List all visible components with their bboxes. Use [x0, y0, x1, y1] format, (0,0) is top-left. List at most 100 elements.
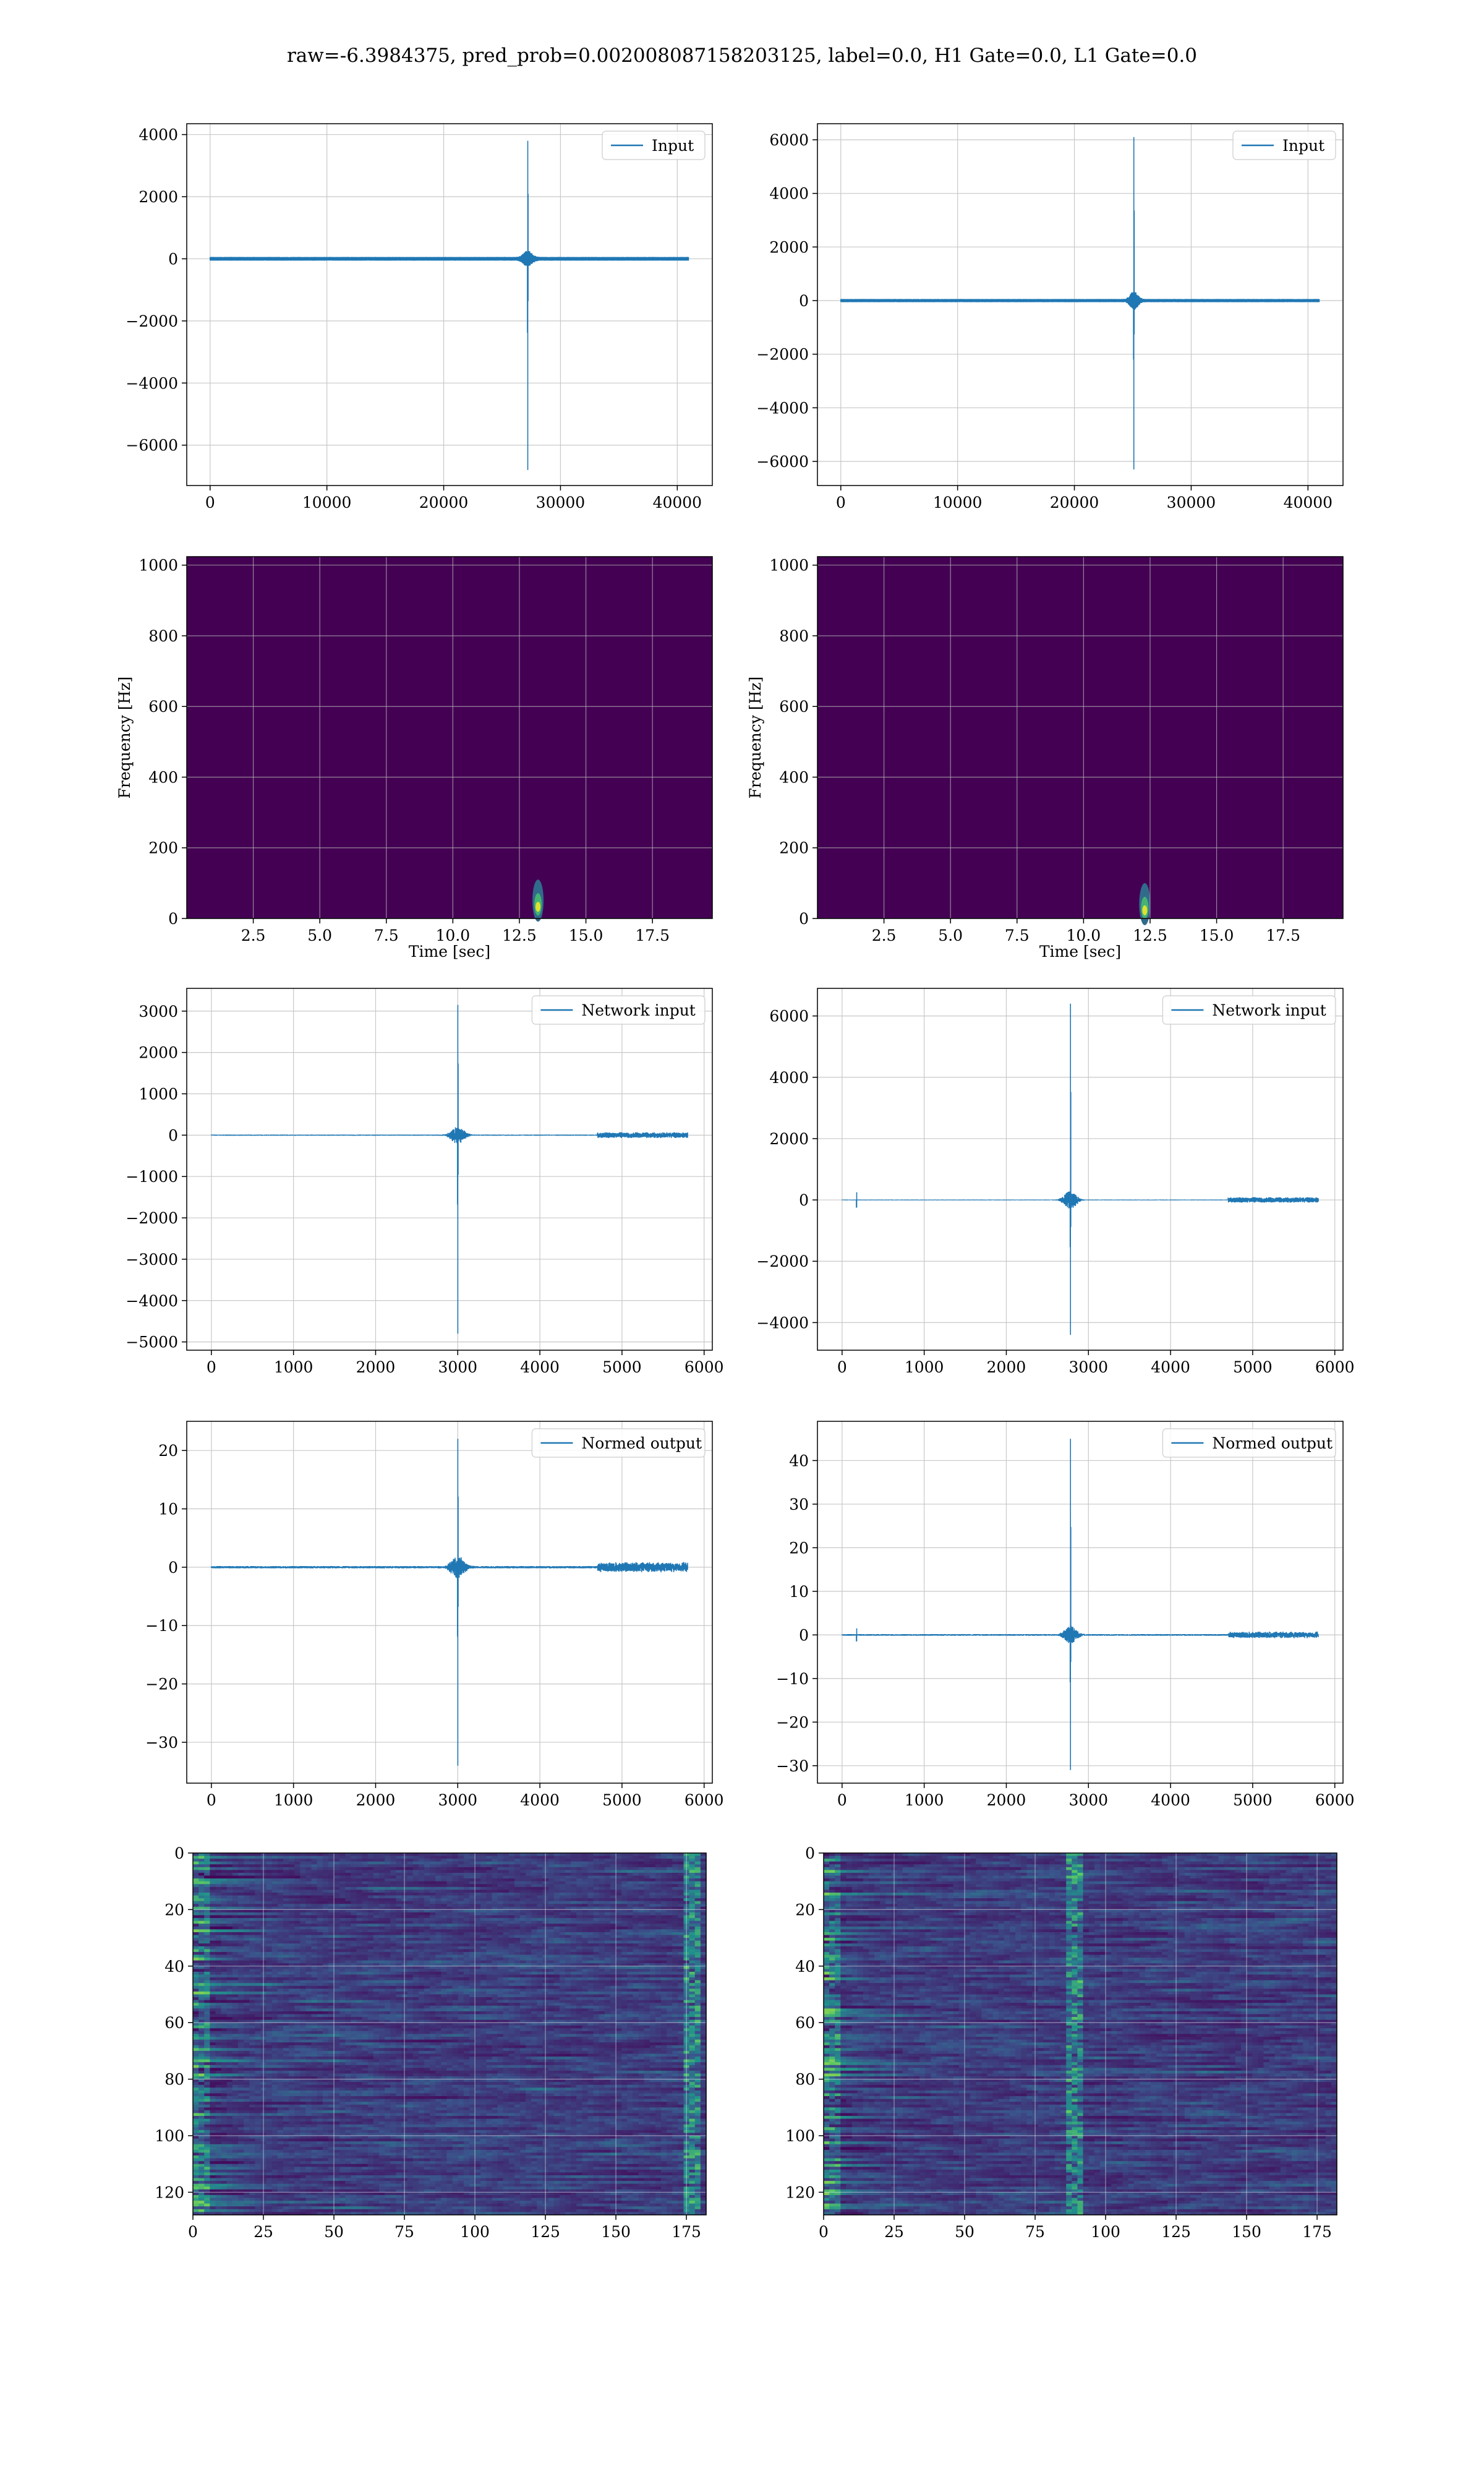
y-tick-label: 0	[799, 1191, 809, 1209]
chart-netin-h1: 0 1000 2000 3000 4000 5000 6000−5000−4000−3000…	[126, 988, 723, 1376]
y-tick-label: −4000	[756, 399, 809, 417]
y-tick-label: 200	[148, 839, 178, 857]
y-tick-label: 0	[168, 1559, 178, 1577]
y-tick-label: 120	[785, 2183, 815, 2201]
x-tick-label: 5.0	[938, 927, 963, 944]
x-tick-label: 7.5	[374, 927, 399, 944]
feature-map-cells	[193, 1853, 707, 2215]
x-axis-label: Time [sec]	[1039, 943, 1121, 961]
x-tick-label: 5000	[602, 1791, 642, 1809]
y-tick-label: 80	[164, 2071, 184, 2089]
y-tick-label: 3000	[139, 1003, 178, 1021]
x-tick-label: 25	[884, 2223, 904, 2241]
x-tick-label: 0	[819, 2223, 829, 2241]
y-tick-label: −1000	[126, 1168, 178, 1186]
y-tick-label: −30	[776, 1757, 809, 1775]
axes-frame	[187, 124, 712, 486]
y-tick-label: −20	[776, 1713, 809, 1731]
y-tick-label: 0	[174, 1844, 184, 1862]
axes-frame	[817, 988, 1343, 1350]
y-tick-label: 30	[789, 1496, 809, 1513]
x-tick-label: 3000	[438, 1358, 477, 1376]
x-tick-label: 2000	[987, 1791, 1026, 1809]
y-tick-label: −6000	[126, 437, 178, 455]
y-tick-label: 4000	[769, 1069, 809, 1087]
y-tick-label: −2000	[756, 1252, 809, 1270]
x-tick-label: 175	[1302, 2223, 1332, 2241]
legend-label: Input	[652, 137, 694, 155]
x-tick-label: 10.0	[1067, 927, 1101, 944]
x-tick-label: 5.0	[307, 927, 332, 944]
x-tick-label: 5000	[602, 1358, 642, 1376]
y-tick-label: −5000	[126, 1333, 178, 1351]
chart-netin-l1: 0 1000 2000 3000 4000 5000 6000−4000−200002000…	[756, 988, 1354, 1376]
x-tick-label: 10000	[933, 494, 983, 511]
y-tick-label: 60	[795, 2014, 815, 2032]
x-tick-label: 17.5	[635, 927, 670, 944]
spectrogram-background	[817, 557, 1343, 918]
legend-label: Network input	[1212, 1001, 1326, 1019]
y-tick-label: 0	[799, 1626, 809, 1644]
axes-frame	[817, 124, 1343, 486]
y-tick-label: 10	[789, 1583, 809, 1601]
y-tick-label: 0	[168, 910, 178, 928]
spectrogram-background	[187, 557, 712, 918]
x-tick-label: 175	[672, 2223, 701, 2241]
y-tick-label: 0	[799, 292, 809, 310]
y-tick-label: 60	[164, 2014, 184, 2032]
y-tick-label: −3000	[126, 1251, 178, 1269]
x-axis-label: Time [sec]	[409, 943, 490, 961]
feature-map-cells	[824, 1853, 1337, 2215]
x-tick-label: 17.5	[1266, 927, 1300, 944]
y-tick-label: 0	[805, 1844, 815, 1862]
x-tick-label: 12.5	[1133, 927, 1167, 944]
x-tick-label: 5000	[1233, 1358, 1273, 1376]
x-tick-label: 150	[601, 2223, 631, 2241]
y-tick-label: 100	[155, 2127, 184, 2145]
x-tick-label: 3000	[1068, 1358, 1108, 1376]
y-tick-label: 600	[148, 698, 178, 716]
x-tick-label: 40000	[1284, 494, 1333, 511]
y-tick-label: 0	[799, 910, 809, 928]
x-tick-label: 7.5	[1005, 927, 1030, 944]
y-tick-label: −2000	[756, 346, 809, 364]
y-tick-label: 800	[779, 627, 809, 645]
y-tick-label: 10	[158, 1500, 178, 1518]
x-tick-label: 4000	[1151, 1791, 1190, 1809]
y-tick-label: 600	[779, 698, 809, 716]
y-tick-label: 400	[148, 768, 178, 786]
x-tick-label: 2000	[356, 1358, 396, 1376]
x-tick-label: 0	[207, 1358, 216, 1376]
x-tick-label: 50	[324, 2223, 344, 2241]
legend-label: Input	[1282, 137, 1324, 155]
x-tick-label: 1000	[274, 1358, 313, 1376]
x-tick-label: 10000	[302, 494, 352, 511]
y-tick-label: 800	[148, 627, 178, 645]
x-tick-label: 0	[207, 1791, 216, 1809]
x-tick-label: 5000	[1233, 1791, 1273, 1809]
axes-frame	[187, 988, 712, 1350]
x-tick-label: 150	[1232, 2223, 1261, 2241]
x-tick-label: 20000	[419, 494, 469, 511]
x-tick-label: 3000	[438, 1791, 477, 1809]
x-tick-label: 6000	[684, 1358, 724, 1376]
legend-label: Normed output	[1212, 1434, 1333, 1452]
y-tick-label: 20	[164, 1901, 184, 1919]
y-tick-label: 100	[785, 2127, 815, 2145]
y-tick-label: 20	[789, 1539, 809, 1557]
x-tick-label: 1000	[905, 1791, 944, 1809]
x-tick-label: 0	[205, 494, 215, 511]
x-tick-label: 6000	[1315, 1791, 1355, 1809]
x-tick-label: 2.5	[872, 927, 897, 944]
y-tick-label: −20	[145, 1676, 178, 1693]
x-tick-label: 75	[1025, 2223, 1045, 2241]
y-tick-label: 40	[789, 1452, 809, 1470]
y-tick-label: 2000	[139, 188, 178, 206]
x-tick-label: 0	[188, 2223, 198, 2241]
y-tick-label: 120	[155, 2183, 184, 2201]
x-tick-label: 12.5	[502, 927, 537, 944]
x-tick-label: 4000	[520, 1358, 560, 1376]
series-line-netin-h1	[211, 1005, 688, 1334]
